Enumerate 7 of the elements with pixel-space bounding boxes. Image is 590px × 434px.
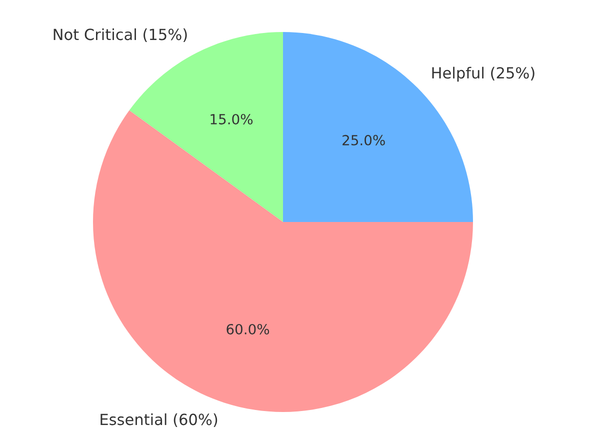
slice-label: Helpful (25%) bbox=[432, 66, 534, 82]
slice-label: Not Critical (15%) bbox=[54, 28, 187, 42]
data-label: 60.0% bbox=[226, 324, 270, 334]
data-label: 15.0% bbox=[210, 114, 253, 124]
data-label: 25.0% bbox=[342, 134, 385, 146]
slice-label: Essential (60%) bbox=[100, 413, 218, 427]
pie-slice bbox=[93, 110, 473, 412]
